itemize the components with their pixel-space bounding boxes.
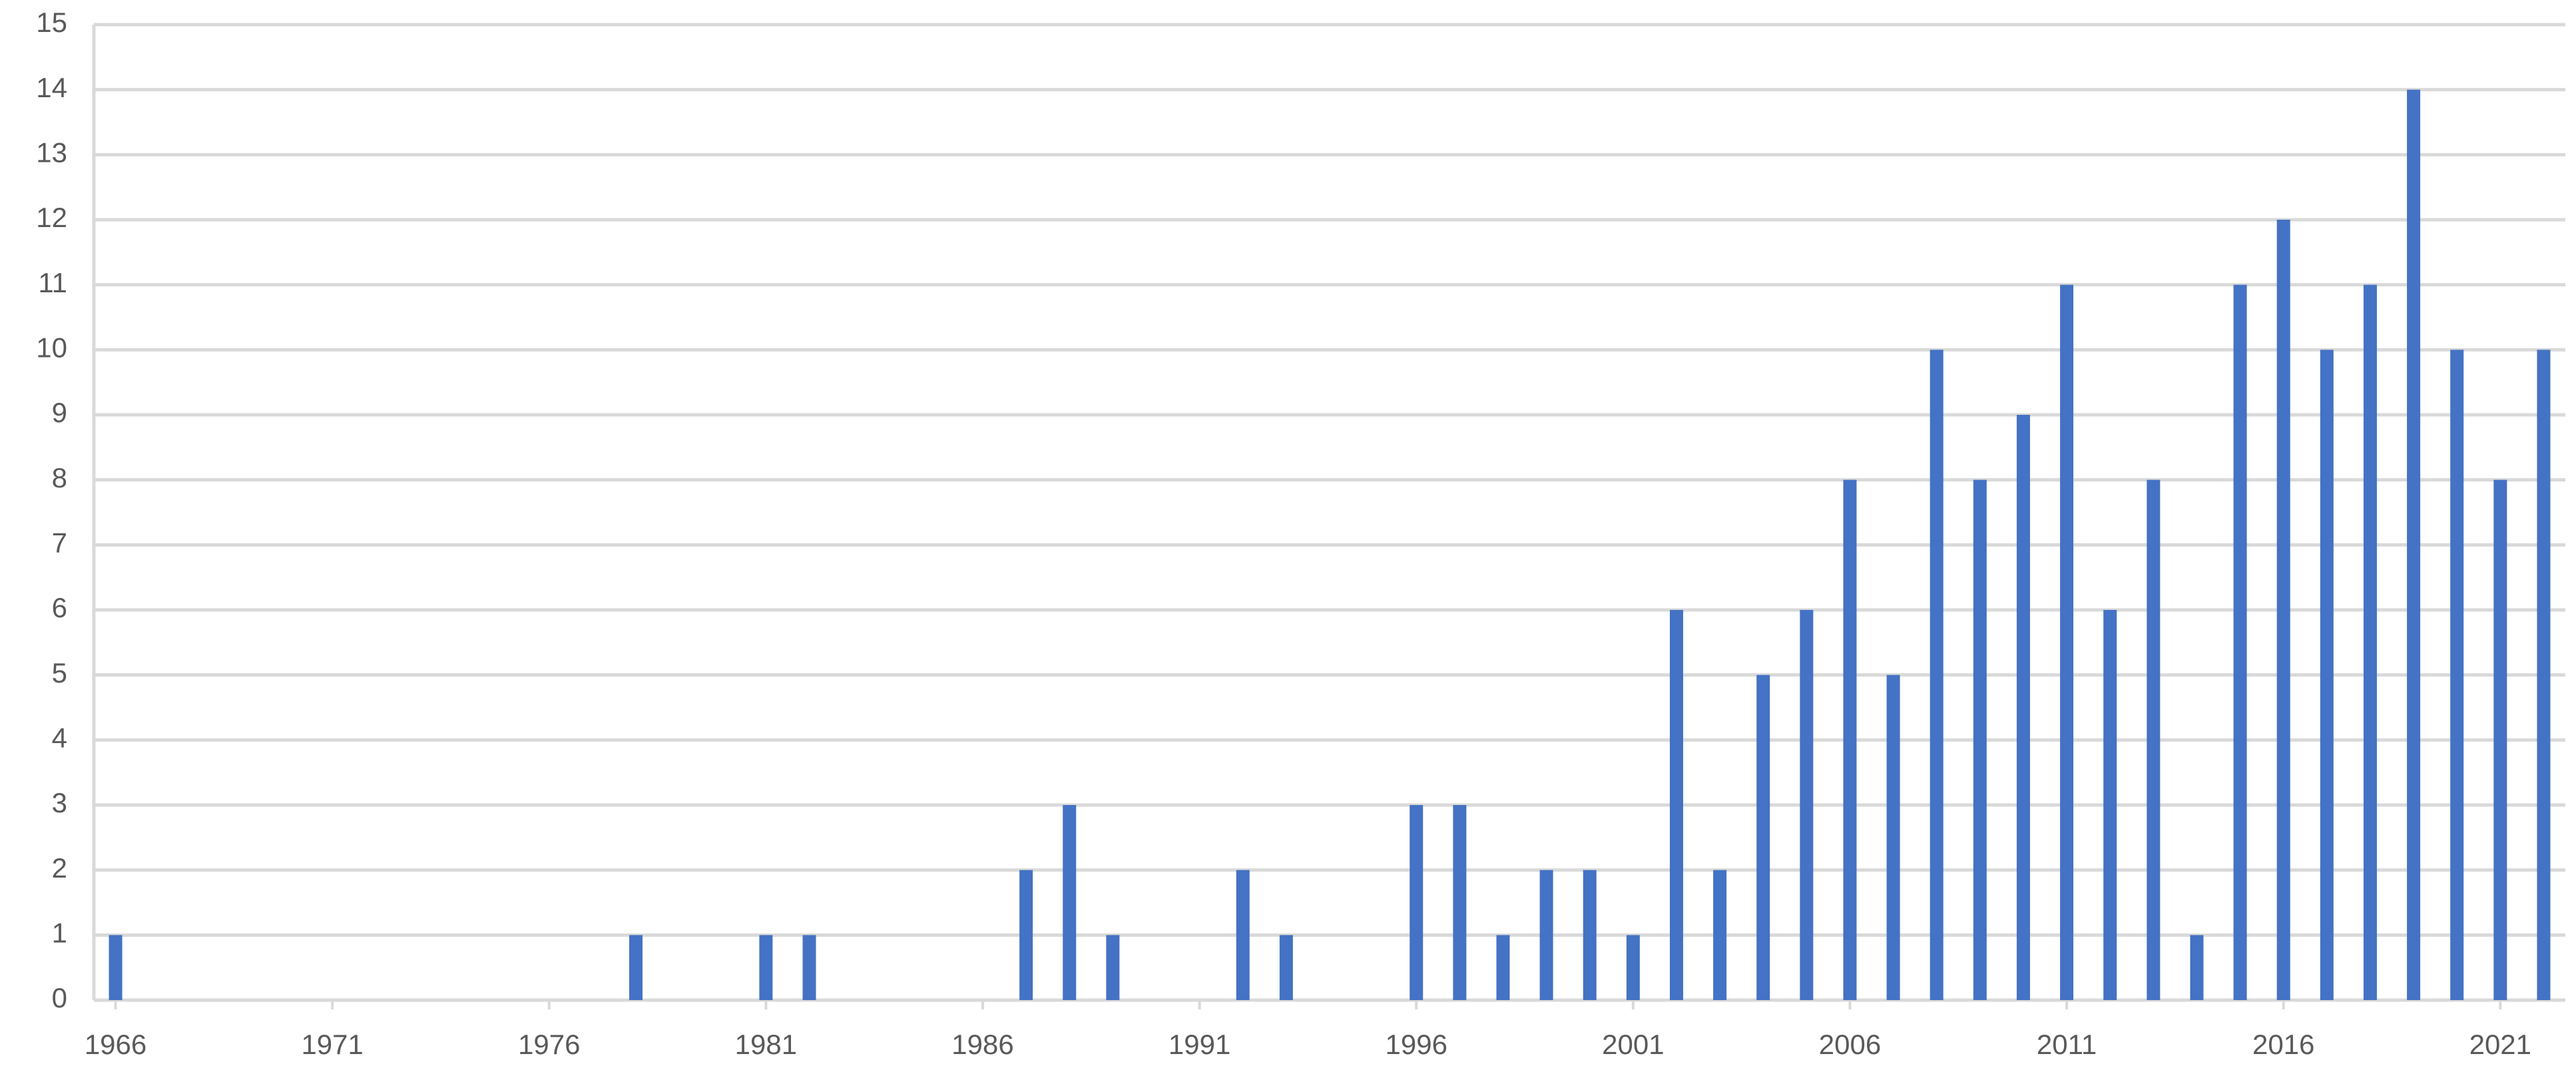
- x-tick-label: 2001: [1602, 1029, 1664, 1060]
- bar: [759, 935, 773, 1000]
- bar: [2276, 220, 2290, 1000]
- bar: [1973, 479, 1987, 1000]
- bar: [1843, 479, 1857, 1000]
- x-tick-label: 1996: [1386, 1029, 1447, 1060]
- bar: [1019, 870, 1033, 1000]
- y-tick-label: 7: [52, 527, 67, 558]
- bar: [2493, 479, 2507, 1000]
- bar: [2060, 284, 2074, 1001]
- y-tick-label: 9: [52, 397, 67, 428]
- x-tick-label: 2016: [2252, 1029, 2314, 1060]
- y-tick-label: 4: [52, 722, 67, 753]
- bar: [1410, 805, 1423, 1000]
- bar: [2363, 284, 2377, 1001]
- bar: [2450, 350, 2464, 1000]
- bar: [1713, 870, 1727, 1000]
- bar: [1539, 870, 1553, 1000]
- bar: [1453, 805, 1467, 1000]
- bar: [1886, 675, 1900, 1000]
- y-tick-label: 2: [52, 852, 67, 884]
- bar: [2233, 284, 2247, 1001]
- y-tick-label: 10: [36, 332, 67, 363]
- x-tick-label: 2006: [1819, 1029, 1881, 1060]
- bar: [2320, 350, 2334, 1000]
- x-tick-label: 2011: [2037, 1029, 2097, 1060]
- x-tick-label: 1966: [85, 1029, 146, 1060]
- y-tick-label: 13: [36, 136, 67, 168]
- y-tick-label: 15: [36, 7, 67, 38]
- bar: [629, 935, 643, 1000]
- bar: [1800, 610, 1814, 1000]
- y-tick-label: 14: [36, 72, 67, 103]
- bar: [1669, 610, 1683, 1000]
- x-tick-label: 2021: [2469, 1029, 2531, 1060]
- bar: [2016, 415, 2030, 1000]
- y-tick-label: 0: [52, 982, 67, 1013]
- bar: [1583, 870, 1597, 1000]
- y-tick-label: 8: [52, 462, 67, 493]
- bar: [1930, 350, 1943, 1000]
- bar: [109, 935, 123, 1000]
- bar: [1756, 675, 1770, 1000]
- bar: [2537, 350, 2551, 1000]
- x-tick-label: 1991: [1168, 1029, 1230, 1060]
- y-tick-label: 12: [36, 202, 67, 233]
- bar: [2103, 610, 2117, 1000]
- y-tick-label: 5: [52, 657, 67, 688]
- x-tick-label: 1971: [301, 1029, 363, 1060]
- bar: [2407, 89, 2421, 1001]
- bar: [1626, 935, 1640, 1000]
- x-tick-label: 1981: [735, 1029, 797, 1060]
- bar: [1106, 935, 1120, 1000]
- x-tick-label: 1976: [518, 1029, 580, 1060]
- bar: [2147, 479, 2161, 1000]
- y-tick-label: 3: [52, 787, 67, 818]
- bar: [802, 935, 816, 1000]
- bar: [1279, 935, 1293, 1000]
- y-tick-label: 6: [52, 592, 67, 623]
- bar: [1063, 805, 1077, 1000]
- x-tick-label: 1986: [951, 1029, 1013, 1060]
- bar: [1236, 870, 1250, 1000]
- bar: [1496, 935, 1510, 1000]
- bar: [2190, 935, 2204, 1000]
- y-tick-label: 1: [52, 917, 67, 948]
- y-tick-label: 11: [38, 267, 67, 298]
